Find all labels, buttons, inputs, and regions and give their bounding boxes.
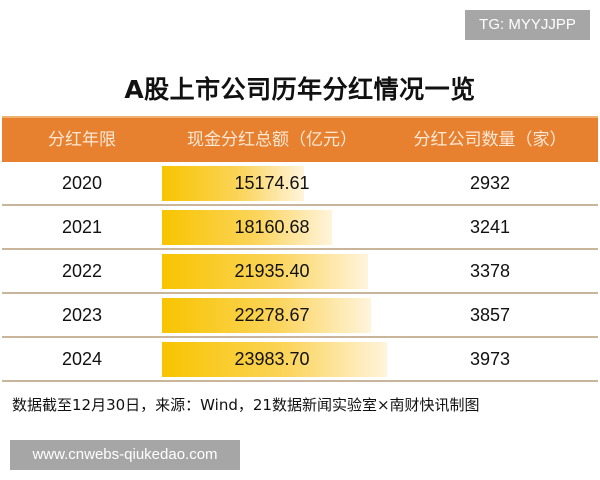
year-cell: 2022 (61, 261, 103, 281)
amount-bar (162, 342, 387, 377)
count-cell: 3241 (469, 217, 511, 237)
column-header-count: 分红公司数量（家） (413, 130, 567, 150)
column-header-year: 分红年限 (48, 130, 116, 150)
count-cell: 2932 (469, 173, 511, 193)
year-cell: 2023 (61, 305, 103, 325)
year-cell: 2021 (61, 217, 103, 237)
amount-bar (162, 254, 368, 289)
amount-cell: 15174.61 (234, 173, 310, 193)
count-cell: 3857 (469, 305, 511, 325)
amount-cell: 23983.70 (234, 349, 310, 369)
table-row: 2020 15174.61 2932 (2, 162, 598, 206)
table-row: 2024 23983.70 3973 (2, 338, 598, 382)
amount-cell: 18160.68 (234, 217, 310, 237)
count-cell: 3973 (469, 349, 511, 369)
amount-bar (162, 298, 371, 333)
column-header-amount: 现金分红总额（亿元） (187, 130, 357, 150)
table-header: 分红年限 现金分红总额（亿元） 分红公司数量（家） (2, 116, 598, 162)
year-cell: 2024 (61, 349, 103, 369)
table-row: 2022 21935.40 3378 (2, 250, 598, 294)
page-title: A股上市公司历年分红情况一览 (124, 75, 476, 104)
amount-cell: 22278.67 (234, 305, 310, 325)
watermark-url: www.cnwebs-qiukedao.com (10, 440, 240, 470)
table-row: 2021 18160.68 3241 (2, 206, 598, 250)
table-row: 2023 22278.67 3857 (2, 294, 598, 338)
source-note: 数据截至12月30日，来源：Wind，21数据新闻实验室×南财快讯制图 (12, 396, 480, 414)
watermark-tg: TG: MYYJJPP (465, 10, 590, 40)
amount-bar (162, 210, 333, 245)
amount-cell: 21935.40 (234, 261, 310, 281)
count-cell: 3378 (469, 261, 511, 281)
year-cell: 2020 (61, 173, 103, 193)
amount-bar (162, 166, 305, 201)
